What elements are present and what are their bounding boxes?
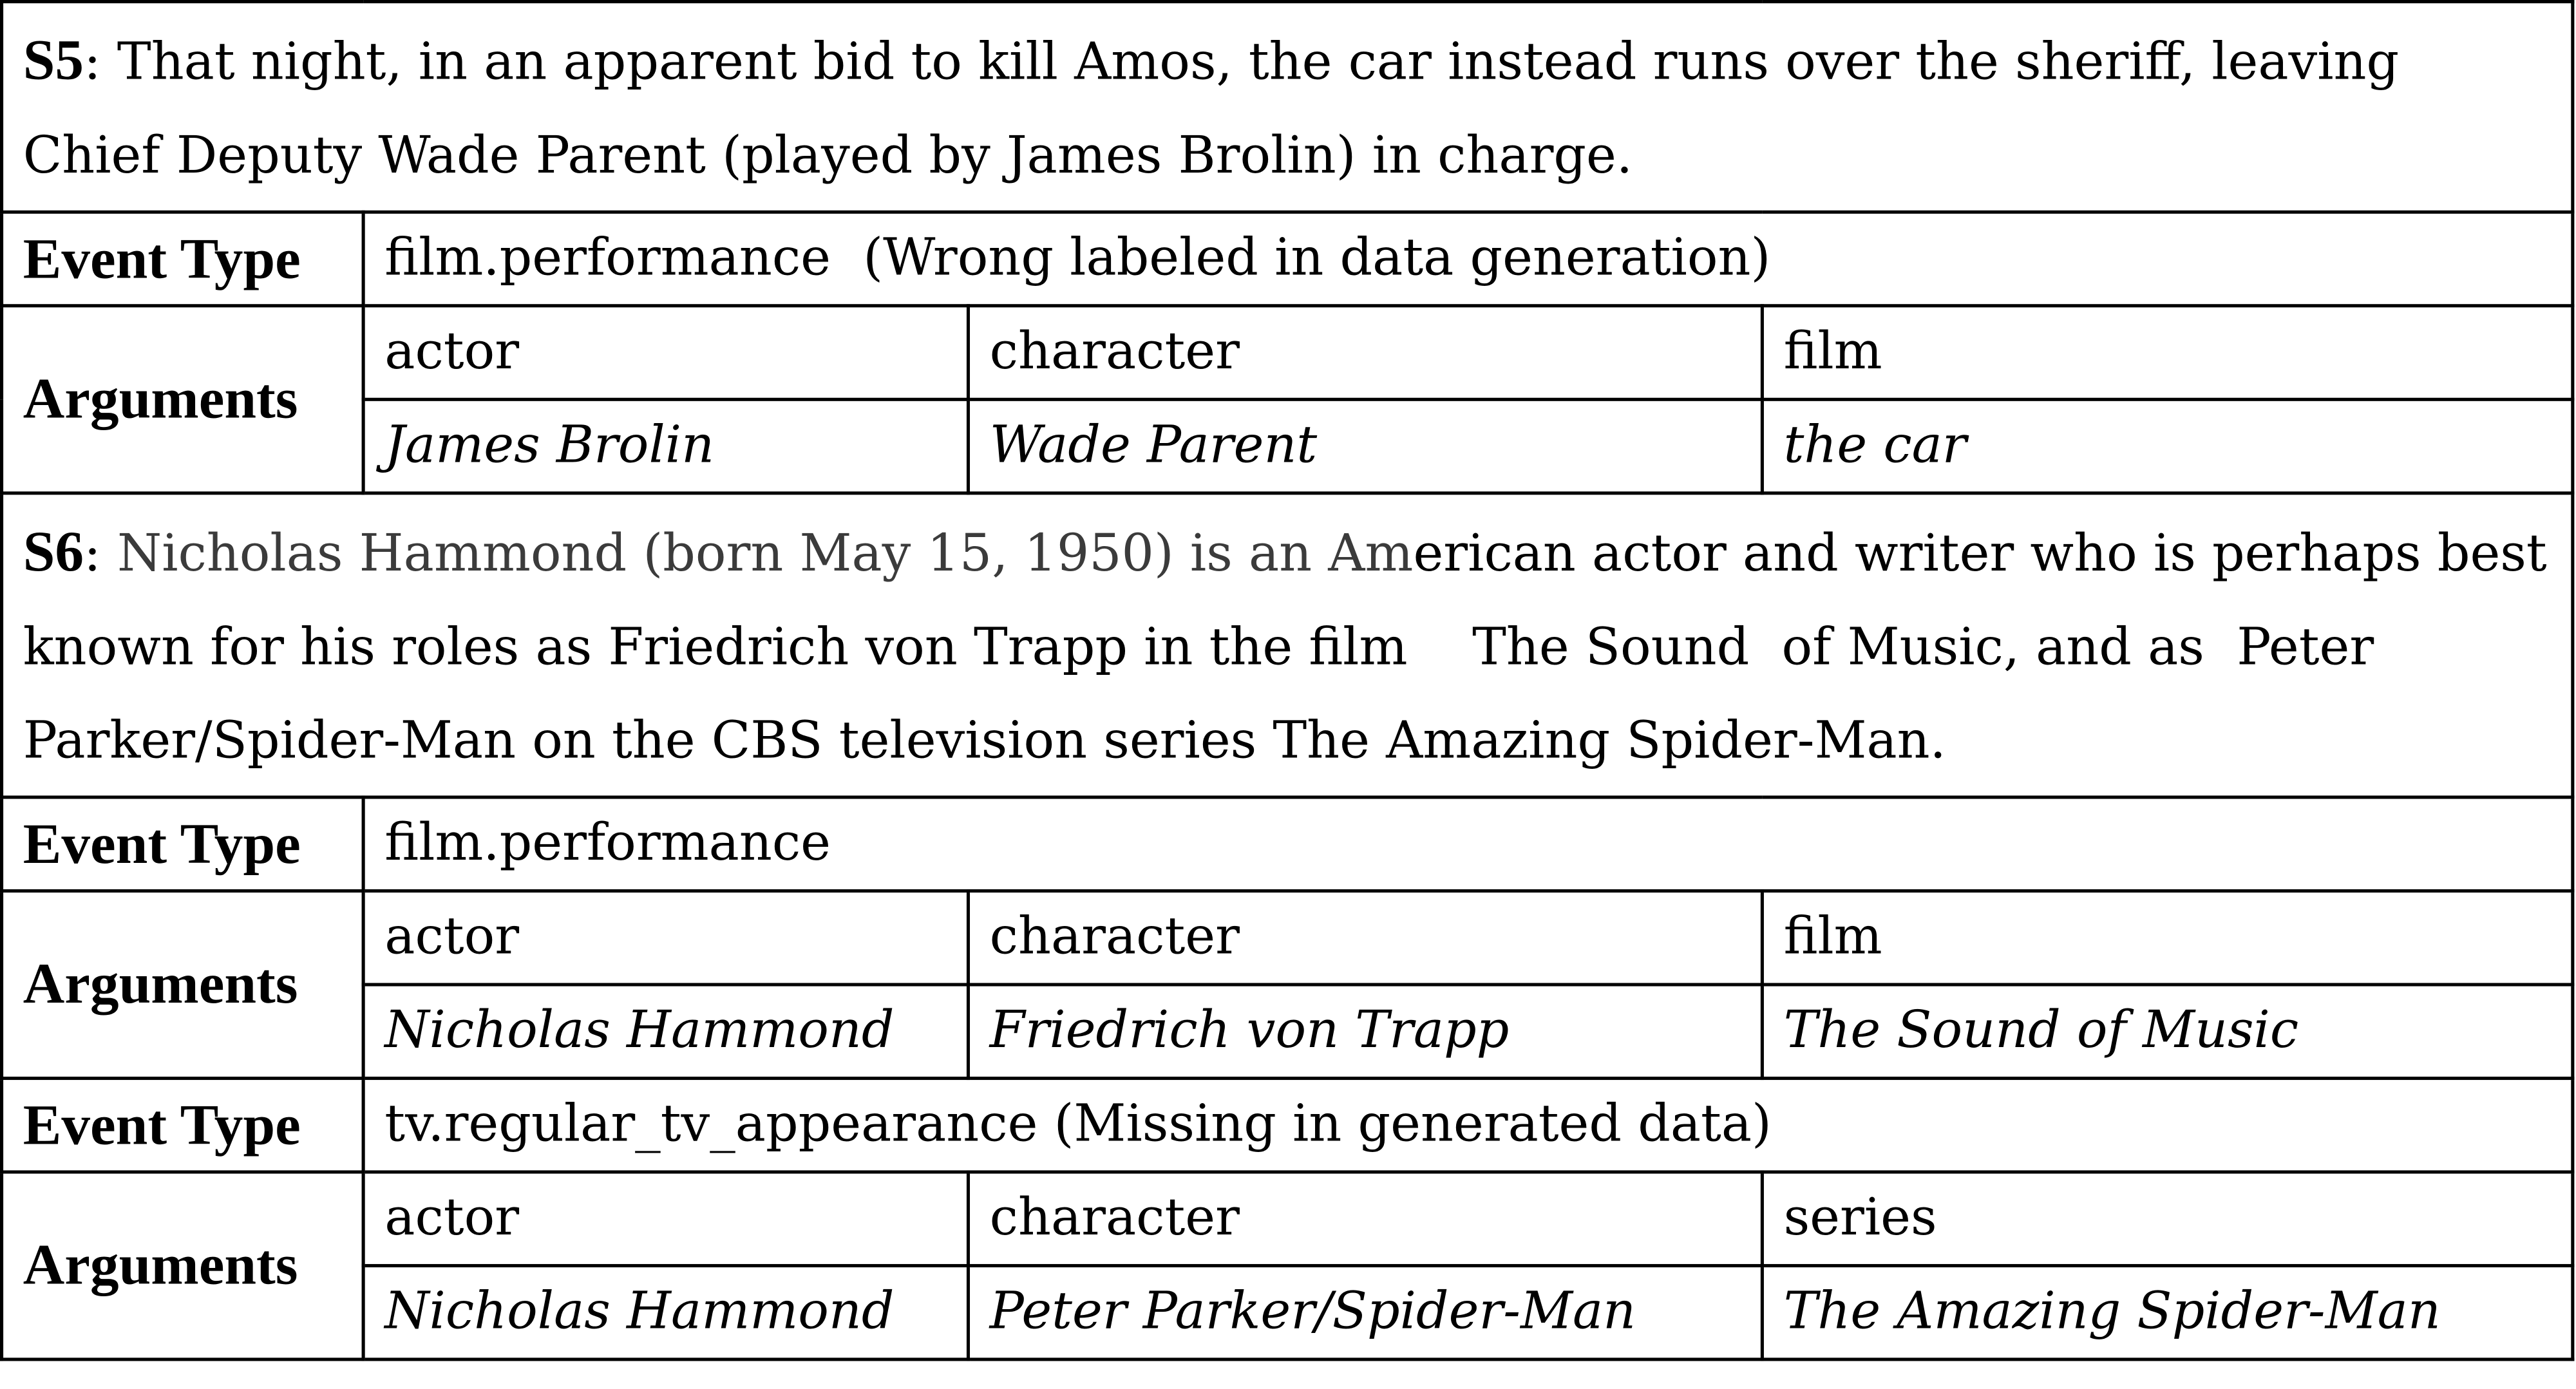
s6-event1-value-actor: Nicholas Hammond (361, 983, 971, 1081)
s5-event-type-label: Event Type (0, 210, 365, 308)
s5-role-film: film (1760, 304, 2575, 401)
s5-sentence: : That night, in an apparent bid to kill… (23, 33, 2400, 186)
s6-event1-type-row: Event Type film.performance (0, 795, 2575, 893)
s5-arguments-label: Arguments (0, 304, 365, 495)
s6-event1-role-actor: actor (361, 889, 971, 987)
s6-event2-role-character: character (966, 1170, 1764, 1268)
s6-event2-role-actor: actor (361, 1170, 971, 1268)
s6-sentence-cell: S6: Nicholas Hammond (born May 15, 1950)… (0, 491, 2575, 799)
s6-event2-type-row: Event Type tv.regular_tv_appearance (Mis… (0, 1076, 2575, 1174)
s6-sentence-row: S6: Nicholas Hammond (born May 15, 1950)… (0, 491, 2575, 799)
event-annotation-table: S5: That night, in an apparent bid to ki… (0, 0, 2575, 1361)
s5-event-type-value: film.performance (Wrong labeled in data … (361, 210, 2575, 308)
s6-event1-value-character: Friedrich von Trapp (966, 983, 1764, 1081)
s6-id: S6 (23, 519, 84, 584)
s6-event2-type-value: tv.regular_tv_appearance (Missing in gen… (361, 1076, 2575, 1174)
s5-event-type-row: Event Type film.performance (Wrong label… (0, 210, 2575, 308)
s6-event1-roles-row: Arguments actor character film (0, 889, 2575, 1081)
s5-id: S5 (23, 28, 84, 92)
s6-event2-type-label: Event Type (0, 1076, 365, 1174)
s5-value-film: the car (1760, 397, 2575, 495)
s6-event1-type-label: Event Type (0, 795, 365, 893)
s6-event2-values-row: Nicholas Hammond Peter Parker/Spider-Man… (2, 1263, 2575, 1361)
s6-sentence-rest: erican actor and writer who is perhaps b… (23, 524, 2563, 771)
s6-event2-roles-row: Arguments actor character series (0, 1170, 2575, 1361)
s5-roles-row: Arguments actor character film (0, 304, 2575, 495)
s6-event1-values-row: Nicholas Hammond Friedrich von Trapp The… (2, 983, 2575, 1081)
s6-event1-role-character: character (966, 889, 1764, 987)
s6-event2-value-series: The Amazing Spider-Man (1760, 1263, 2575, 1361)
s5-values-row: James Brolin Wade Parent the car (2, 397, 2575, 495)
s6-event1-arguments-label: Arguments (0, 889, 365, 1081)
s6-sentence-start: Nicholas Hammond (born May 15, 1950) is … (117, 524, 1414, 584)
s5-role-actor: actor (361, 304, 971, 401)
s6-event2-value-character: Peter Parker/Spider-Man (966, 1263, 1764, 1361)
s5-value-character: Wade Parent (966, 397, 1764, 495)
s5-role-character: character (966, 304, 1764, 401)
s5-sentence-row: S5: That night, in an apparent bid to ki… (0, 0, 2575, 214)
s6-event1-type-value: film.performance (361, 795, 2575, 893)
s6-event2-role-series: series (1760, 1170, 2575, 1268)
s5-sentence-cell: S5: That night, in an apparent bid to ki… (0, 0, 2575, 214)
s6-event1-role-film: film (1760, 889, 2575, 987)
s6-event2-arguments-label: Arguments (0, 1170, 365, 1361)
s5-value-actor: James Brolin (361, 397, 971, 495)
s6-event1-value-film: The Sound of Music (1760, 983, 2575, 1081)
s6-event2-value-actor: Nicholas Hammond (361, 1263, 971, 1361)
